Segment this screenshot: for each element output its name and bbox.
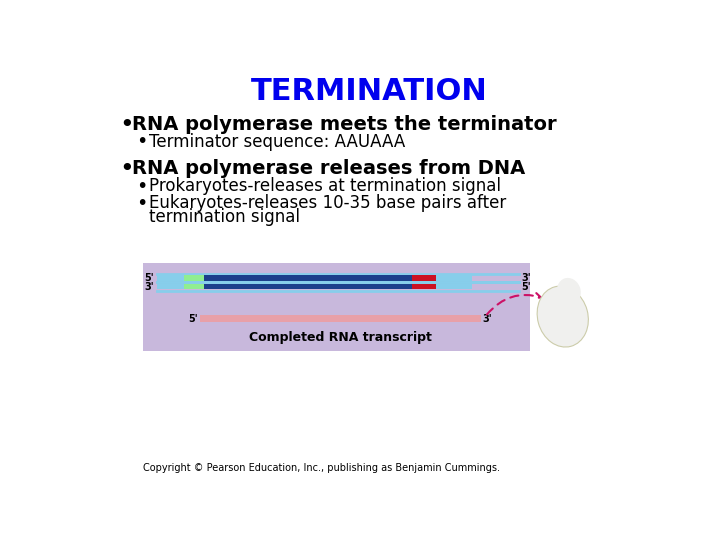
Text: •: • bbox=[137, 194, 148, 213]
Bar bbox=[184, 275, 204, 281]
Bar bbox=[143, 262, 530, 351]
Bar bbox=[157, 275, 184, 281]
Bar bbox=[204, 284, 413, 289]
Text: Completed RNA transcript: Completed RNA transcript bbox=[249, 331, 432, 344]
Text: TERMINATION: TERMINATION bbox=[251, 77, 487, 106]
Text: Eukaryotes-releases 10-35 base pairs after: Eukaryotes-releases 10-35 base pairs aft… bbox=[149, 194, 506, 212]
Bar bbox=[204, 275, 413, 281]
Bar bbox=[200, 315, 481, 322]
Bar bbox=[436, 284, 472, 289]
Text: 3': 3' bbox=[483, 314, 492, 324]
Bar bbox=[157, 284, 184, 289]
Text: RNA polymerase releases from DNA: RNA polymerase releases from DNA bbox=[132, 159, 525, 178]
Text: 5': 5' bbox=[145, 273, 154, 283]
Ellipse shape bbox=[537, 286, 588, 347]
Text: Copyright © Pearson Education, Inc., publishing as Benjamin Cummings.: Copyright © Pearson Education, Inc., pub… bbox=[143, 463, 500, 473]
Bar bbox=[413, 275, 436, 281]
Text: •: • bbox=[137, 177, 148, 196]
Text: •: • bbox=[120, 113, 134, 137]
Text: •: • bbox=[137, 132, 148, 151]
Text: Terminator sequence: AAUAAA: Terminator sequence: AAUAAA bbox=[149, 133, 405, 151]
Ellipse shape bbox=[557, 278, 581, 305]
Ellipse shape bbox=[550, 289, 580, 313]
Bar bbox=[184, 284, 204, 289]
Bar bbox=[436, 275, 472, 281]
Text: 3': 3' bbox=[521, 273, 531, 283]
Text: Prokaryotes-releases at termination signal: Prokaryotes-releases at termination sign… bbox=[149, 178, 501, 195]
Bar bbox=[413, 284, 436, 289]
Text: 5': 5' bbox=[188, 314, 198, 324]
Text: RNA polymerase meets the terminator: RNA polymerase meets the terminator bbox=[132, 116, 557, 134]
Text: 5': 5' bbox=[521, 281, 531, 292]
Text: termination signal: termination signal bbox=[149, 208, 300, 226]
Text: 3': 3' bbox=[145, 281, 154, 292]
Text: •: • bbox=[120, 157, 134, 181]
